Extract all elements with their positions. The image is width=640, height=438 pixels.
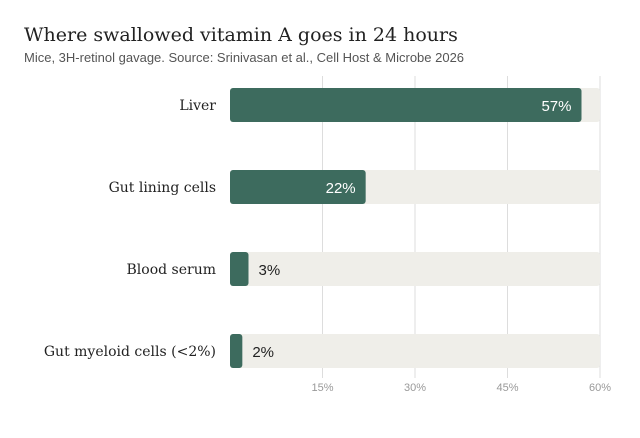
- chart-subtitle: Mice, 3H-retinol gavage. Source: Sriniva…: [24, 50, 465, 65]
- bar: [230, 252, 249, 286]
- data-label: 2%: [252, 344, 274, 361]
- data-label: 57%: [541, 98, 571, 115]
- category-label: Gut myeloid cells (<2%): [44, 344, 216, 360]
- chart-title: Where swallowed vitamin A goes in 24 hou…: [24, 24, 458, 46]
- x-tick-label: 45%: [496, 382, 518, 394]
- category-label: Blood serum: [127, 262, 217, 278]
- category-label: Liver: [179, 98, 216, 114]
- category-label: Gut lining cells: [109, 180, 216, 196]
- bar: [230, 170, 366, 204]
- bar: [230, 88, 582, 122]
- data-label: 3%: [259, 262, 281, 279]
- x-tick-label: 60%: [589, 382, 611, 394]
- data-label: 22%: [326, 180, 356, 197]
- bar: [230, 334, 243, 368]
- x-tick-label: 15%: [311, 382, 333, 394]
- x-tick-label: 30%: [404, 382, 426, 394]
- bar-track: [230, 334, 600, 368]
- bar-track: [230, 252, 600, 286]
